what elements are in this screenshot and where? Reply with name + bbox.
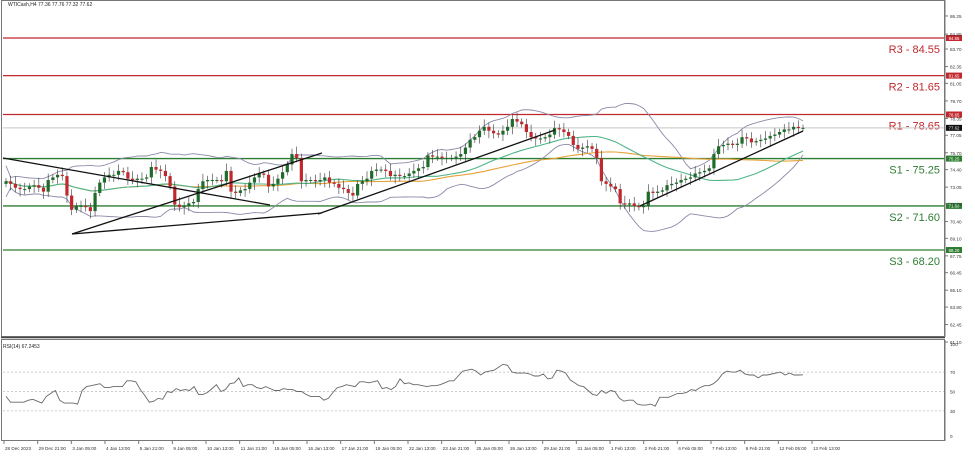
price-tick-label: 75.70 <box>950 151 962 156</box>
time-tick-label: 12 Feb 05:00 <box>779 446 807 451</box>
price-tick-label: 70.40 <box>950 219 962 224</box>
trendline[interactable] <box>71 152 323 235</box>
bollinger-lower <box>5 143 804 232</box>
level-price-tag <box>946 247 962 253</box>
level-label-s1: S1 - 75.25 <box>889 165 940 177</box>
time-tick-label: 3 Jan 05:00 <box>72 446 96 451</box>
price-tick-label: 61.10 <box>950 340 962 345</box>
time-tick-label: 22 Jan 13:00 <box>409 446 436 451</box>
level-label-s2: S2 - 71.60 <box>889 212 940 224</box>
price-tick-label: 66.45 <box>950 271 962 276</box>
price-tick-label: 87.65 <box>950 0 962 1</box>
price-tick-label: 65.10 <box>950 288 962 293</box>
svg-text:77.62: 77.62 <box>949 126 960 131</box>
time-tick-label: 31 Jan 05:00 <box>577 446 604 451</box>
level-price-tag <box>946 111 962 118</box>
price-tick-label: 82.35 <box>950 65 962 70</box>
price-tick-label: 63.80 <box>950 305 962 310</box>
svg-text:78.65: 78.65 <box>949 112 960 117</box>
rsi-tick-label: 100 <box>950 342 958 347</box>
svg-text:71.60: 71.60 <box>949 204 960 209</box>
time-tick-label: 11 Jan 21:00 <box>241 446 268 451</box>
rsi-panel-border <box>1 339 945 441</box>
time-tick-label: 19 Jan 05:00 <box>375 446 402 451</box>
svg-text:84.55: 84.55 <box>949 36 960 41</box>
trendline[interactable] <box>639 130 804 207</box>
time-tick-label: 9 Jan 05:00 <box>173 446 197 451</box>
rsi-tick-label: 0 <box>950 434 953 439</box>
price-tick-label: 73.05 <box>950 185 962 190</box>
price-tick-label: 67.75 <box>950 254 962 259</box>
trendline[interactable] <box>317 129 556 215</box>
time-tick-label: 29 Dec 21:00 <box>39 446 67 451</box>
price-tick-label: 81.05 <box>950 81 962 86</box>
price-tick-label: 79.70 <box>950 99 962 104</box>
time-tick-label: 5 Jan 21:00 <box>140 446 164 451</box>
time-tick-label: 10 Jan 13:00 <box>207 446 234 451</box>
price-axis[interactable]: 87.65 86.25 84.85 83.70 82.35 81.05 79.70 78.35… <box>944 0 962 345</box>
level-label-r1: R1 - 78.65 <box>889 121 940 133</box>
time-tick-label: 29 Jan 21:00 <box>544 446 571 451</box>
rsi-tick-label: 70 <box>950 370 956 375</box>
level-price-tag <box>946 202 962 209</box>
price-tick-label: 83.70 <box>950 47 962 52</box>
price-tick-label: 69.10 <box>950 236 962 241</box>
time-tick-label: 25 Jan 05:00 <box>476 446 503 451</box>
svg-text:81.65: 81.65 <box>949 73 960 78</box>
time-tick-label: 23 Jan 21:00 <box>443 446 470 451</box>
level-price-tag <box>946 72 962 79</box>
current-price-tag <box>946 124 962 131</box>
price-tick-label: 62.45 <box>950 323 962 328</box>
symbol-title: WTICash,H4 77.36 77.76 77.32 77.62 <box>8 2 93 8</box>
price-tick-label: 86.25 <box>950 14 962 19</box>
time-tick-label: 17 Jan 21:00 <box>342 446 369 451</box>
candlesticks <box>4 112 805 219</box>
trendline[interactable] <box>2 157 271 206</box>
time-tick-label: 26 Jan 13:00 <box>510 446 537 451</box>
level-price-tag <box>946 155 962 162</box>
trendline[interactable] <box>71 212 323 235</box>
level-price-tag <box>946 35 962 41</box>
price-tick-label: 77.05 <box>950 133 962 138</box>
time-tick-label: 16 Jan 13:00 <box>308 446 335 451</box>
support-resistance-levels: R3 - 84.55 84.55 R2 - 81.65 81.65 R1 - 78.65… <box>3 35 962 268</box>
time-tick-label: 15 Jan 05:00 <box>274 446 301 451</box>
time-tick-label: 8 Feb 21:00 <box>746 446 771 451</box>
trendlines[interactable] <box>2 129 804 235</box>
time-tick-label: 4 Jan 13:00 <box>106 446 130 451</box>
rsi-line <box>5 363 804 407</box>
time-tick-label: 2 Feb 21:00 <box>645 446 670 451</box>
rsi-tick-label: 50 <box>950 390 956 395</box>
time-tick-label: 13 Feb 13:00 <box>813 446 841 451</box>
rsi-indicator: 100 70 50 30 0 <box>3 340 958 441</box>
price-tick-label: 74.40 <box>950 168 962 173</box>
price-tick-label: 84.85 <box>950 32 962 37</box>
time-tick-label: 6 Feb 05:00 <box>678 446 703 451</box>
bollinger-upper <box>5 103 804 180</box>
time-axis[interactable]: 28 Dec 2023 29 Dec 21:00 3 Jan 05:00 4 Jan … <box>3 441 841 451</box>
time-tick-label: 1 Feb 13:00 <box>611 446 636 451</box>
price-tick-label: 78.35 <box>950 116 962 121</box>
time-tick-label: 7 Feb 13:00 <box>712 446 737 451</box>
rsi-tick-label: 30 <box>950 409 956 414</box>
price-tick-label: 71.75 <box>950 202 962 207</box>
rsi-label: RSI(14) 67.2453 <box>3 344 40 350</box>
svg-text:68.20: 68.20 <box>949 248 960 253</box>
level-label-r3: R3 - 84.55 <box>889 44 940 56</box>
svg-text:75.25: 75.25 <box>949 156 960 161</box>
level-label-r2: R2 - 81.65 <box>889 82 940 94</box>
level-label-s3: S3 - 68.20 <box>889 256 940 268</box>
bollinger-bands <box>5 103 804 232</box>
time-tick-label: 28 Dec 2023 <box>5 446 31 451</box>
